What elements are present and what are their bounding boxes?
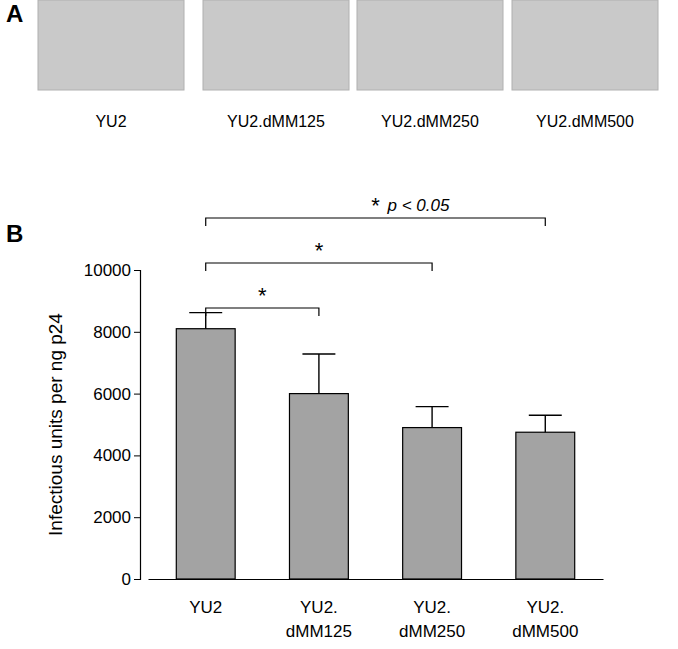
significance-label: * xyxy=(315,238,324,263)
tick-label: YU2. dMM250 xyxy=(399,598,465,641)
axis-line xyxy=(149,579,604,580)
image-caption: YU2.dMM250 xyxy=(381,113,479,130)
significance-bracket xyxy=(206,218,546,226)
tick-label: 6000 xyxy=(93,385,131,404)
tick-label-line: YU2 xyxy=(189,598,222,617)
tick-label: YU2. dMM125 xyxy=(286,598,352,641)
micrograph xyxy=(203,0,349,90)
tick-label-line: YU2. xyxy=(526,598,564,617)
micrograph xyxy=(38,0,184,90)
plot-area xyxy=(176,313,574,579)
tick-label: 0 xyxy=(122,570,131,589)
tick-label: 8000 xyxy=(93,323,131,342)
x-axis: YU2 YU2. dMM125 YU2. dMM250 YU2. dMM500 xyxy=(149,579,604,641)
annotations: * * * p < 0.05 xyxy=(206,193,546,316)
tick-label-line: YU2. xyxy=(413,598,451,617)
image-caption: YU2.dMM500 xyxy=(536,113,634,130)
tick-label-line: dMM500 xyxy=(512,622,578,641)
tick-mark xyxy=(134,517,140,518)
tick: 8000 xyxy=(93,323,140,342)
tick-label: 4000 xyxy=(93,446,131,465)
tick: YU2 xyxy=(189,579,222,617)
significance-label: * xyxy=(371,193,380,218)
error-bar xyxy=(529,415,562,432)
tick: 0 xyxy=(122,570,140,589)
axis-title: Infectious units per ng p24 xyxy=(45,313,66,536)
tick-label: YU2. dMM500 xyxy=(512,598,578,641)
bar xyxy=(289,394,348,579)
tick: YU2. dMM250 xyxy=(399,579,465,641)
tick-mark xyxy=(134,270,140,271)
tick: YU2. dMM500 xyxy=(512,579,578,641)
error-bar xyxy=(302,354,335,394)
tick-label: YU2 xyxy=(189,598,222,617)
tick-label-line: YU2. xyxy=(300,598,338,617)
tick: 6000 xyxy=(93,385,140,404)
image-caption: YU2.dMM125 xyxy=(227,113,325,130)
significance-label: * xyxy=(258,283,267,308)
tick-label-line: dMM250 xyxy=(399,622,465,641)
axis-line xyxy=(134,271,141,580)
tick: YU2. dMM125 xyxy=(286,579,352,641)
tick: 4000 xyxy=(93,446,140,465)
tick-mark xyxy=(134,455,140,456)
tick: 10000 xyxy=(84,261,140,280)
micrograph xyxy=(512,0,658,90)
bar xyxy=(516,432,575,579)
figure: A YU2 YU2. dMM125 YU2. dMM250 YU2. dMM500 B 0 2000… xyxy=(0,0,678,649)
panel-label: B xyxy=(6,220,23,247)
tick-mark xyxy=(134,579,140,580)
tick-mark xyxy=(134,394,140,395)
tick-mark xyxy=(134,332,140,333)
error-bar xyxy=(416,407,449,428)
significance-bracket xyxy=(206,263,432,271)
bar xyxy=(403,428,462,579)
micrograph xyxy=(357,0,503,90)
bar xyxy=(176,329,235,579)
panel-label: A xyxy=(6,0,23,27)
tick-label: 10000 xyxy=(84,261,131,280)
image-caption: YU2 xyxy=(95,113,126,130)
significance-bracket xyxy=(206,308,319,316)
tick-label-line: dMM125 xyxy=(286,622,352,641)
significance-note: p < 0.05 xyxy=(387,196,450,215)
y-axis: 0 2000 4000 6000 8000 10000 xyxy=(84,261,141,589)
tick-label: 2000 xyxy=(93,508,131,527)
tick: 2000 xyxy=(93,508,140,527)
